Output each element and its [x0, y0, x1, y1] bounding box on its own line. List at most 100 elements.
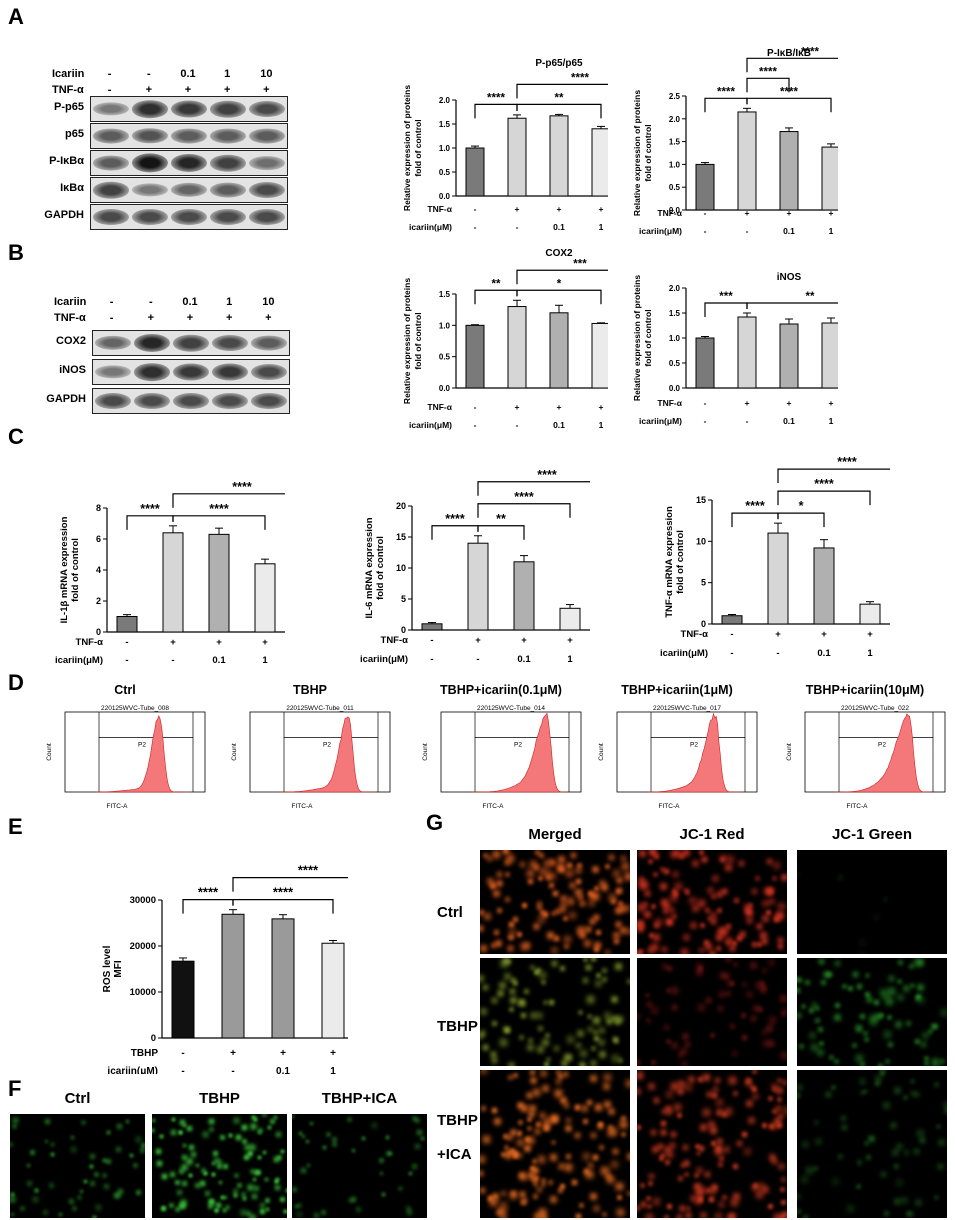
wb-band-label: GAPDH	[44, 209, 84, 221]
chart-inos: iNOS Relative expression of proteins fold …	[632, 272, 838, 426]
flow-ylabel: Count	[422, 743, 429, 761]
condition-value: +	[829, 398, 834, 408]
significance-stars: ****	[514, 490, 534, 504]
condition-value: +	[745, 398, 750, 408]
wb-band-label: P-IκBα	[49, 155, 84, 167]
wb-strip	[92, 388, 290, 414]
gate-label: P2	[878, 742, 886, 749]
significance-bracket	[516, 269, 608, 285]
condition-label: TNF-α	[427, 204, 452, 214]
micrograph-f-image	[10, 1114, 145, 1218]
wb-header-label: Icariin	[54, 296, 87, 308]
micrograph-g-row-title: TBHP	[437, 1018, 478, 1035]
wb-header-value: 10	[262, 296, 275, 308]
micrograph-g-image	[480, 958, 630, 1066]
micrograph-g-col-title: JC-1 Red	[679, 826, 745, 843]
wb-strip	[92, 330, 290, 356]
cell-signal	[797, 958, 798, 959]
wb-header-value: +	[145, 84, 152, 96]
y-axis-label-2: fold of control	[643, 124, 653, 181]
chart-p-p65-p65: P-p65/p65 Relative expression of proteins…	[402, 58, 608, 232]
wb-header-value: +	[225, 312, 233, 324]
bar	[513, 561, 535, 631]
histogram-area	[835, 713, 930, 793]
condition-value: -	[474, 420, 477, 430]
bar	[465, 324, 485, 389]
tube-label: 220125WVC-Tube_022	[841, 705, 909, 712]
micrograph-g-image	[797, 850, 947, 954]
condition-value: 1	[599, 222, 604, 232]
micrograph-f-image	[292, 1114, 427, 1218]
plot-frame	[64, 711, 206, 793]
flow-title: TBHP+icariin(1μM)	[621, 683, 733, 697]
significance-bracket	[777, 490, 871, 506]
chart-il-6: IL-6 mRNA expression fold of control 0 5 10 1…	[360, 468, 590, 665]
y-tick-label: 2.0	[669, 284, 681, 293]
significance-stars: **	[496, 512, 506, 526]
y-tick-label: 0	[701, 619, 706, 629]
condition-label: TNF-α	[657, 208, 682, 218]
condition-label: icariin(μM)	[639, 416, 682, 426]
y-tick-label: 10000	[130, 987, 156, 998]
flow-title: TBHP+icariin(10μM)	[805, 683, 925, 697]
cell-signal	[152, 1114, 153, 1115]
condition-value: -	[430, 635, 433, 646]
wb-band	[94, 335, 131, 351]
flow-ylabel: Count	[786, 743, 793, 761]
wb-header-value: 10	[260, 68, 273, 80]
wb-strip	[90, 204, 288, 230]
y-tick-label: 15	[396, 532, 406, 542]
condition-label: TNF-α	[427, 402, 452, 412]
condition-value: 0.1	[212, 655, 226, 666]
panel-label-d: D	[8, 670, 24, 695]
flow-xlabel: FITC-A	[483, 803, 505, 810]
wb-header-value: -	[107, 84, 112, 96]
y-axis-label: Relative expression of proteins	[632, 90, 642, 216]
wb-band	[249, 209, 286, 225]
bar	[859, 603, 881, 625]
chart-cox2: COX2 Relative expression of proteins fold …	[402, 248, 608, 430]
chart-p-ikb-ikb: P-IκB/IκB Relative expression of proteins…	[632, 46, 838, 236]
micrograph-g-image	[637, 850, 787, 954]
wb-band-label: GAPDH	[46, 393, 86, 405]
condition-value: -	[516, 222, 519, 232]
y-tick-label: 20000	[130, 941, 156, 952]
significance-stars: ****	[198, 885, 219, 900]
wb-strip	[92, 359, 290, 385]
condition-label: TNF-α	[657, 398, 682, 408]
y-tick-label: 8	[96, 503, 101, 513]
flow-xlabel: FITC-A	[659, 803, 681, 810]
condition-value: +	[557, 204, 562, 214]
wb-band	[251, 393, 288, 409]
micrograph-f-title: TBHP+ICA	[321, 1090, 398, 1107]
significance-stars: ****	[209, 502, 229, 516]
bar	[421, 623, 443, 631]
significance-bracket	[516, 289, 602, 305]
wb-band-label: iNOS	[59, 364, 86, 376]
micrograph-g-row-title: Ctrl	[437, 904, 463, 921]
wb-band	[92, 128, 129, 144]
bar	[737, 316, 757, 389]
bar	[221, 913, 245, 1039]
condition-label: TNF-α	[381, 635, 409, 646]
condition-label: icariin(μM)	[660, 648, 708, 659]
condition-value: -	[704, 416, 707, 426]
y-tick-label: 5	[701, 578, 706, 588]
wb-band	[131, 183, 168, 197]
condition-value: 1	[262, 655, 268, 666]
histogram-area	[280, 716, 375, 793]
bar	[721, 615, 743, 625]
wb-band	[92, 102, 129, 116]
condition-value: +	[230, 1048, 236, 1059]
flow-title: Ctrl	[114, 683, 136, 697]
wb-band	[92, 155, 129, 171]
wb-band	[172, 334, 210, 352]
significance-stars: ****	[814, 477, 834, 491]
wb-header-value: -	[109, 312, 114, 324]
wb-band	[170, 100, 208, 118]
condition-value: 0.1	[517, 654, 531, 665]
wb-band	[133, 333, 170, 353]
bar	[321, 942, 345, 1039]
wb-band	[249, 182, 286, 198]
condition-value: 0.1	[817, 648, 831, 659]
